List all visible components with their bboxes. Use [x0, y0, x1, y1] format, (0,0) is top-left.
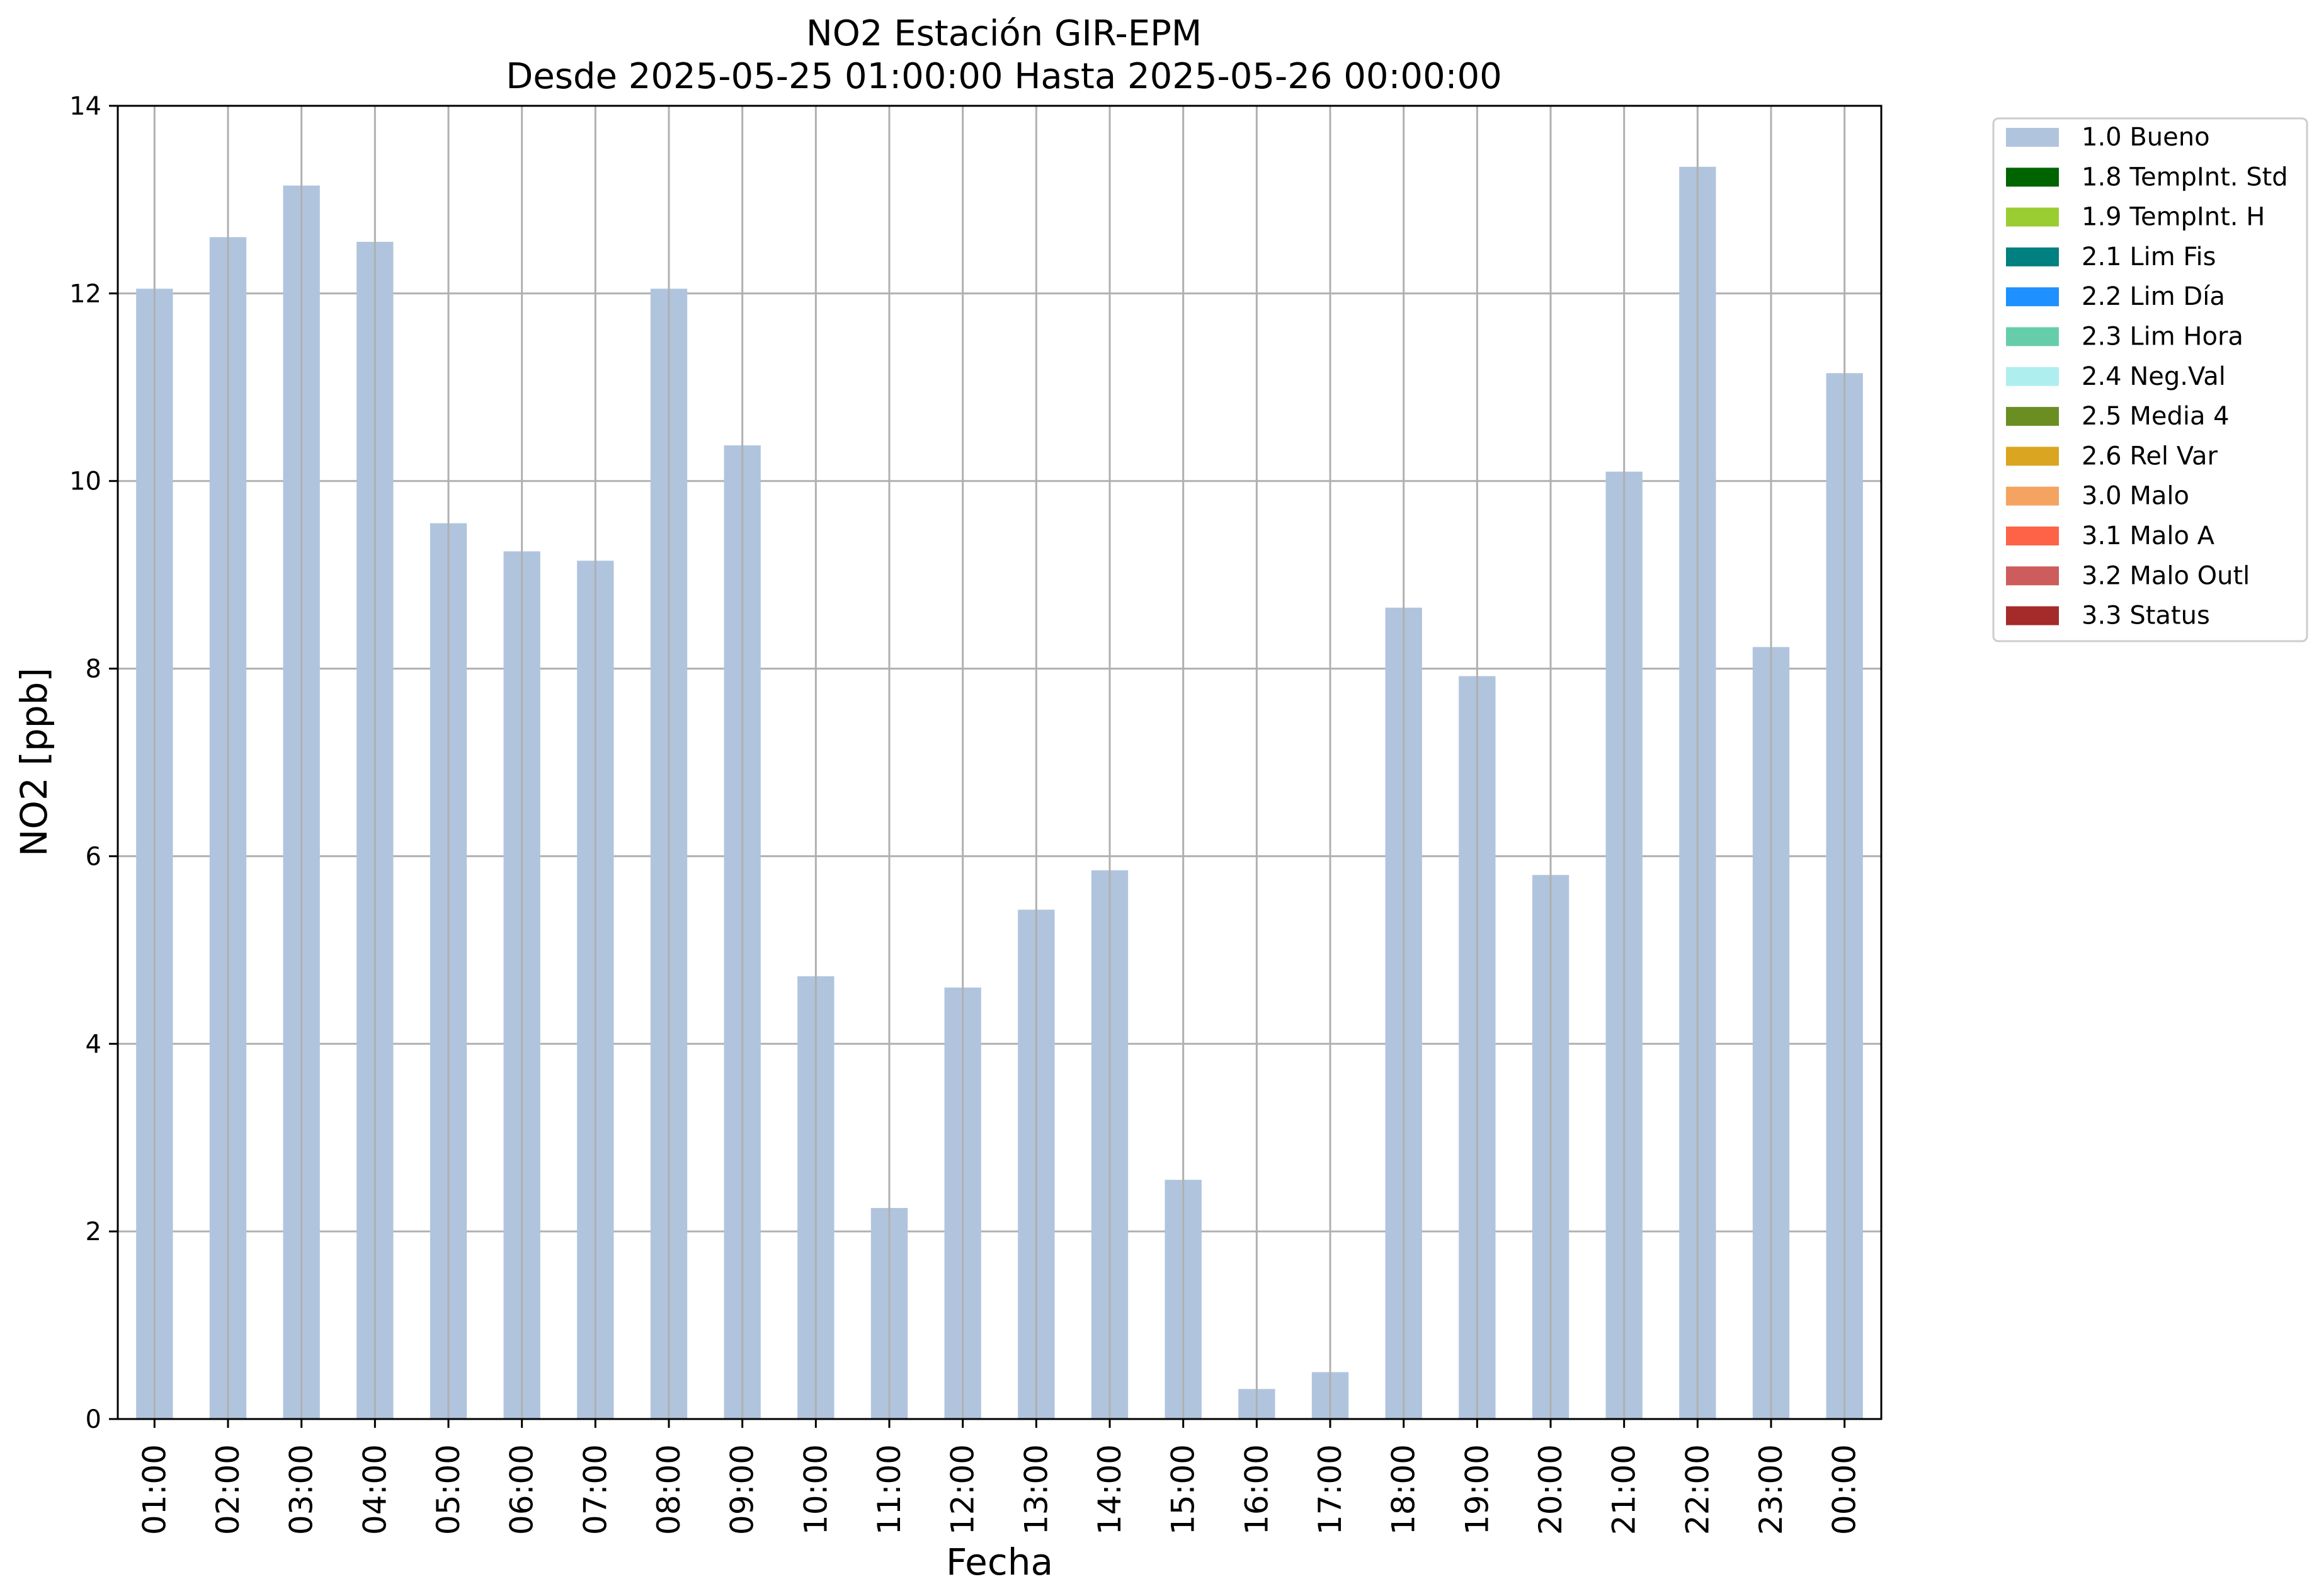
x-tick-label: 08:00: [651, 1444, 687, 1535]
x-tick-label: 22:00: [1679, 1444, 1716, 1535]
x-tick-label: 02:00: [210, 1444, 246, 1535]
legend-swatch: [2006, 486, 2059, 506]
legend-swatch: [2006, 447, 2059, 466]
legend-swatch: [2006, 566, 2059, 586]
x-tick-label: 05:00: [430, 1444, 467, 1535]
x-tick-label: 17:00: [1312, 1444, 1348, 1535]
legend-label: 1.0 Bueno: [2082, 123, 2210, 152]
x-tick-label: 23:00: [1753, 1444, 1789, 1535]
y-axis-ticks: 0 2 4 6 8 10 12 14: [69, 92, 118, 1434]
x-tick-label: 16:00: [1238, 1444, 1275, 1535]
x-tick-label: 19:00: [1459, 1444, 1495, 1535]
legend-swatch: [2006, 287, 2059, 307]
y-axis-label: NO2 [ppb]: [13, 668, 55, 857]
y-tick-label: 2: [86, 1217, 101, 1246]
x-tick-label: 06:00: [504, 1444, 540, 1535]
y-tick-label: 12: [69, 280, 101, 309]
x-tick-label: 01:00: [136, 1444, 173, 1535]
x-tick-label: 07:00: [577, 1444, 613, 1535]
x-tick-label: 00:00: [1826, 1444, 1863, 1535]
x-tick-label: 18:00: [1386, 1444, 1422, 1535]
y-tick-label: 6: [86, 842, 101, 871]
plot-frame: [117, 105, 1883, 1420]
y-tick-label: 10: [69, 467, 101, 496]
legend-swatch: [2006, 327, 2059, 346]
vertical-grid-lines: [153, 106, 1846, 1419]
legend-label: 1.9 TempInt. H: [2082, 203, 2265, 232]
legend-label: 2.3 Lim Hora: [2082, 322, 2243, 351]
legend-label: 2.5 Media 4: [2082, 402, 2230, 431]
x-tick-label: 10:00: [797, 1444, 834, 1535]
grid-lines: [118, 292, 1881, 1233]
x-tick-label: 21:00: [1606, 1444, 1643, 1535]
chart-subtitle: Desde 2025-05-25 01:00:00 Hasta 2025-05-…: [506, 56, 1502, 97]
x-tick-label: 15:00: [1165, 1444, 1202, 1535]
legend-swatch: [2006, 527, 2059, 545]
legend-swatch: [2006, 367, 2059, 386]
legend-label: 2.1 Lim Fis: [2082, 242, 2216, 271]
y-tick-label: 8: [86, 655, 101, 684]
x-tick-label: 12:00: [945, 1444, 981, 1535]
x-tick-label: 03:00: [283, 1444, 320, 1535]
legend-swatch: [2006, 207, 2059, 227]
legend-swatch: [2006, 247, 2059, 266]
legend-label: 2.6 Rel Var: [2082, 442, 2218, 470]
legend-label: 3.0 Malo: [2082, 482, 2189, 511]
legend-swatch: [2006, 407, 2059, 426]
y-tick-label: 4: [86, 1030, 101, 1059]
legend-label: 3.3 Status: [2082, 601, 2210, 630]
x-tick-label: 11:00: [871, 1444, 908, 1535]
legend-label: 1.8 TempInt. Std: [2082, 162, 2288, 191]
legend-swatch: [2006, 128, 2059, 147]
legend-box: [1992, 117, 2308, 642]
legend-label: 2.2 Lim Día: [2082, 282, 2225, 311]
y-tick-label: 14: [69, 92, 101, 121]
legend-swatch: [2006, 168, 2059, 187]
x-tick-label: 09:00: [724, 1444, 761, 1535]
legend-swatch: [2006, 606, 2059, 625]
x-tick-label: 04:00: [356, 1444, 393, 1535]
legend-label: 3.2 Malo Outl: [2082, 561, 2250, 590]
legend: 1.0 Bueno 1.8 TempInt. Std 1.9 TempInt. H 2…: [1992, 117, 2308, 642]
x-axis-label: Fecha: [946, 1541, 1053, 1583]
legend-label: 2.4 Neg.Val: [2082, 362, 2226, 391]
x-tick-label: 14:00: [1091, 1444, 1128, 1535]
x-tick-label: 13:00: [1018, 1444, 1054, 1535]
legend-items: 1.0 Bueno 1.8 TempInt. Std 1.9 TempInt. H 2…: [2006, 123, 2288, 630]
x-axis-ticks: 01:00 02:00 03:00 04:00 05:00 06:00 07:00 08:00…: [136, 1419, 1863, 1535]
x-tick-label: 20:00: [1532, 1444, 1569, 1535]
y-tick-label: 0: [86, 1405, 101, 1434]
legend-label: 3.1 Malo A: [2082, 522, 2215, 550]
chart-title: NO2 Estación GIR-EPM: [806, 13, 1202, 54]
